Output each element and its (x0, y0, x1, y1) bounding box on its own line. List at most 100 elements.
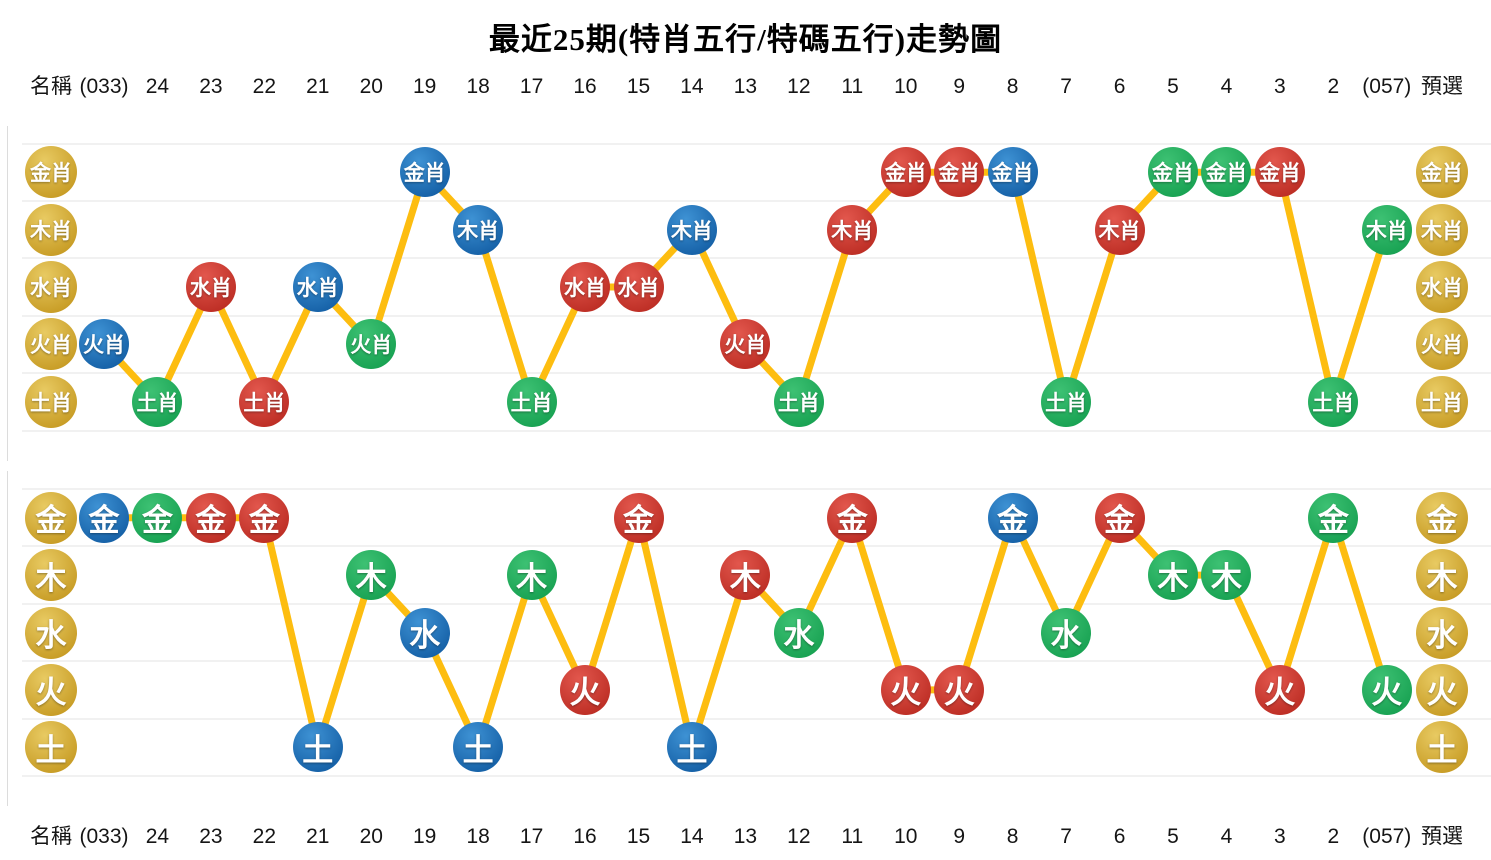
page-title: 最近25期(特肖五行/特碼五行)走勢圖 (488, 22, 1003, 57)
dot-label: 木 (35, 560, 67, 596)
dot-label: 土肖 (243, 390, 286, 415)
data-point: 水肖 (613, 262, 664, 312)
column-label: 8 (1006, 75, 1019, 98)
dot-label: 木肖 (30, 218, 72, 243)
data-point: 水肖 (292, 262, 343, 312)
column-label: 23 (199, 825, 223, 848)
data-point: 金 (185, 492, 236, 543)
dot-label: 水 (409, 618, 441, 653)
data-point: 土肖 (506, 376, 557, 427)
column-label: (057) (1362, 75, 1412, 98)
data-point: 金肖 (1148, 147, 1198, 198)
dot-label: 土 (35, 732, 67, 768)
dot-label: 水肖 (564, 276, 607, 300)
dot-label: 水肖 (30, 276, 72, 300)
data-point: 土肖 (773, 376, 824, 427)
dot-label: 金肖 (938, 161, 981, 186)
chart-left-edge (7, 471, 8, 806)
data-point: 金肖 (934, 147, 985, 198)
data-point: 金 (132, 492, 183, 543)
dot-label: 金 (997, 503, 1029, 539)
dot-label: 水 (1050, 618, 1082, 653)
gridline (22, 142, 1491, 145)
column-label: 18 (466, 825, 490, 848)
dot-label: 金肖 (30, 161, 72, 186)
data-point: 火肖 (346, 319, 397, 370)
data-point: 土 (453, 722, 504, 773)
data-point: 木 (1201, 550, 1252, 601)
dot-label: 火肖 (83, 333, 125, 358)
column-label: 15 (626, 75, 651, 98)
column-label: 17 (519, 825, 544, 848)
column-label: 18 (466, 75, 490, 98)
data-point: 木肖 (827, 204, 878, 255)
data-point: 金 (1308, 492, 1359, 543)
column-label: 17 (519, 75, 544, 98)
dot-label: 火肖 (1421, 333, 1463, 358)
row-label-left: 火 (25, 663, 77, 716)
column-label: (033) (79, 825, 129, 848)
dot-label: 土肖 (30, 390, 72, 415)
dot-label: 木肖 (831, 218, 874, 243)
column-label: 8 (1006, 825, 1019, 848)
column-label: 22 (252, 825, 277, 848)
data-point: 水 (773, 607, 824, 658)
dot-label: 金 (88, 503, 120, 539)
dot-label: 火 (943, 675, 975, 711)
column-label: (033) (79, 75, 129, 98)
gridline (22, 429, 1491, 432)
data-point: 水 (1041, 607, 1092, 658)
row-label-right: 火肖 (1416, 318, 1468, 371)
column-label: 預選 (1421, 825, 1463, 848)
column-label: 15 (626, 825, 651, 848)
row-label-right: 木 (1416, 549, 1468, 602)
dot-label: 土肖 (510, 390, 553, 415)
chart-left-edge (7, 125, 8, 461)
dot-label: 木肖 (457, 218, 500, 243)
dot-label: 金 (836, 503, 868, 539)
dot-label: 木 (355, 560, 387, 596)
gridline (22, 717, 1491, 720)
column-label: 14 (680, 825, 704, 848)
data-point: 金 (1094, 492, 1145, 543)
row-label-right: 火 (1416, 663, 1468, 716)
row-label-right: 水肖 (1416, 261, 1468, 313)
dot-label: 火 (1371, 675, 1403, 711)
data-point: 金 (613, 492, 664, 543)
column-label: 20 (359, 75, 383, 98)
data-point: 火 (934, 664, 985, 715)
column-label: 4 (1220, 825, 1233, 848)
dot-label: 金肖 (1258, 161, 1301, 186)
dot-label: 火 (35, 675, 67, 711)
data-point: 火 (560, 664, 611, 715)
data-point: 木 (506, 550, 557, 601)
dot-label: 木 (729, 560, 761, 596)
data-point: 金 (987, 492, 1038, 543)
column-label: 11 (841, 75, 864, 98)
dot-label: 木肖 (670, 218, 713, 243)
column-label: 19 (413, 75, 437, 98)
dot-label: 金 (195, 503, 227, 539)
row-label-left: 水肖 (25, 261, 77, 313)
dot-label: 金 (248, 503, 280, 539)
column-label: 6 (1113, 825, 1126, 848)
dot-label: 金肖 (884, 161, 927, 186)
dot-label: 水 (783, 618, 815, 653)
dot-label: 土 (302, 732, 334, 768)
data-point: 水肖 (560, 262, 611, 312)
dot-label: 火肖 (30, 333, 72, 358)
dot-label: 金 (623, 503, 654, 539)
row-label-right: 土 (1416, 721, 1468, 774)
dot-label: 金 (1426, 503, 1458, 539)
data-point: 土肖 (1041, 376, 1092, 427)
data-point: 土肖 (239, 376, 290, 427)
dot-label: 土肖 (1045, 390, 1088, 415)
row-label-right: 木肖 (1416, 203, 1468, 256)
column-label: 名稱 (30, 825, 72, 848)
data-point: 水 (399, 607, 450, 658)
dot-label: 水肖 (617, 276, 660, 300)
data-point: 木肖 (1361, 204, 1412, 255)
column-label: 24 (145, 75, 170, 98)
data-point: 金 (239, 492, 290, 543)
column-header-bottom: 名稱 (033) 24 23 22 21 20 19 18 17 16 15 14 13 12 11 10 9 8 7… (0, 820, 1491, 854)
